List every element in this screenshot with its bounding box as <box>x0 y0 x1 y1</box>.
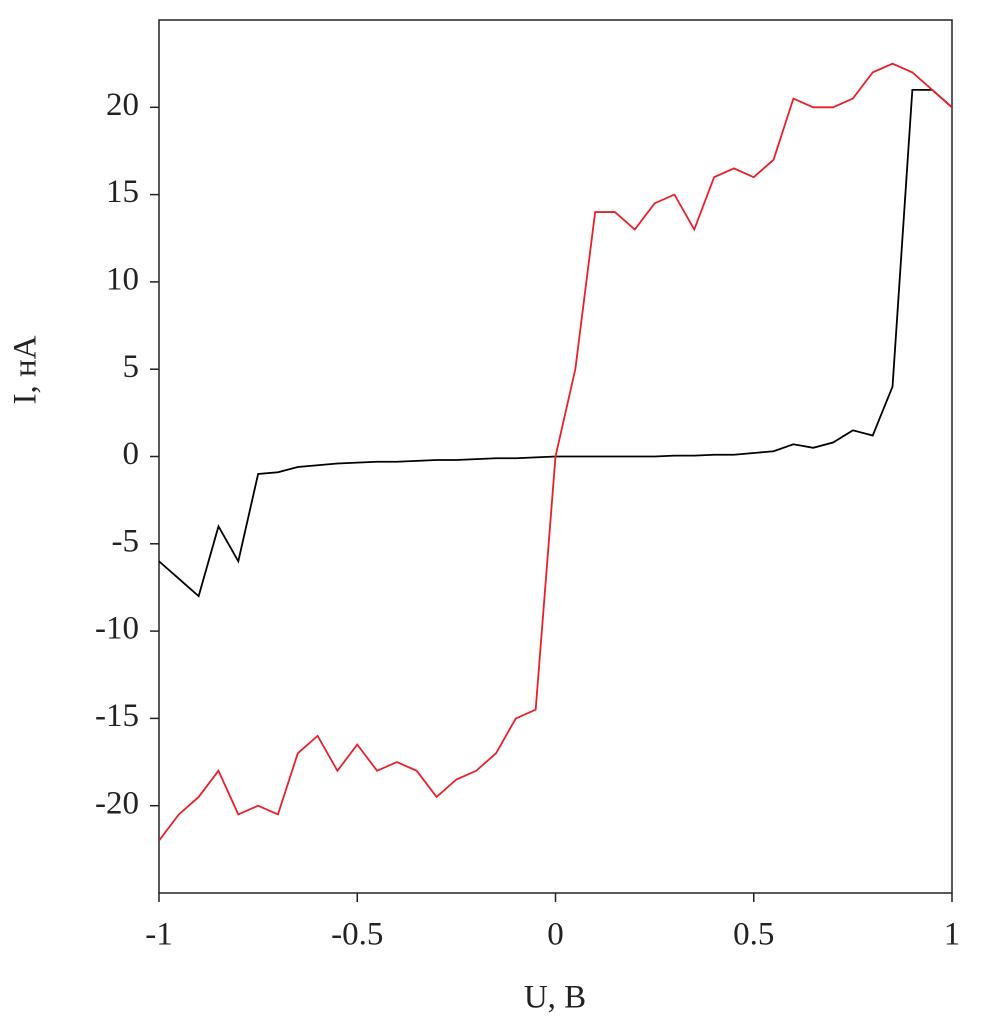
x-tick-label: 0 <box>547 917 564 953</box>
x-tick-label: -1 <box>145 917 173 953</box>
y-axis-label: I, нА <box>8 335 44 404</box>
x-tick-label: 1 <box>944 917 961 953</box>
y-tick-label: 15 <box>106 174 139 210</box>
y-tick-label: 5 <box>123 349 140 385</box>
x-tick-label: -0.5 <box>331 917 383 953</box>
series-line <box>158 88 953 598</box>
y-tick-label: 20 <box>106 87 139 123</box>
y-tick-label: 0 <box>123 436 140 472</box>
y-tick-label: 10 <box>106 261 139 297</box>
series-line <box>158 62 953 842</box>
y-tick-label: -10 <box>95 611 139 647</box>
x-tick-label: 0.5 <box>733 917 774 953</box>
y-tick-label: -5 <box>112 523 140 559</box>
y-tick-label: -20 <box>95 785 139 821</box>
x-axis-label: U, В <box>524 980 586 1016</box>
y-tick-label: -15 <box>95 698 139 734</box>
